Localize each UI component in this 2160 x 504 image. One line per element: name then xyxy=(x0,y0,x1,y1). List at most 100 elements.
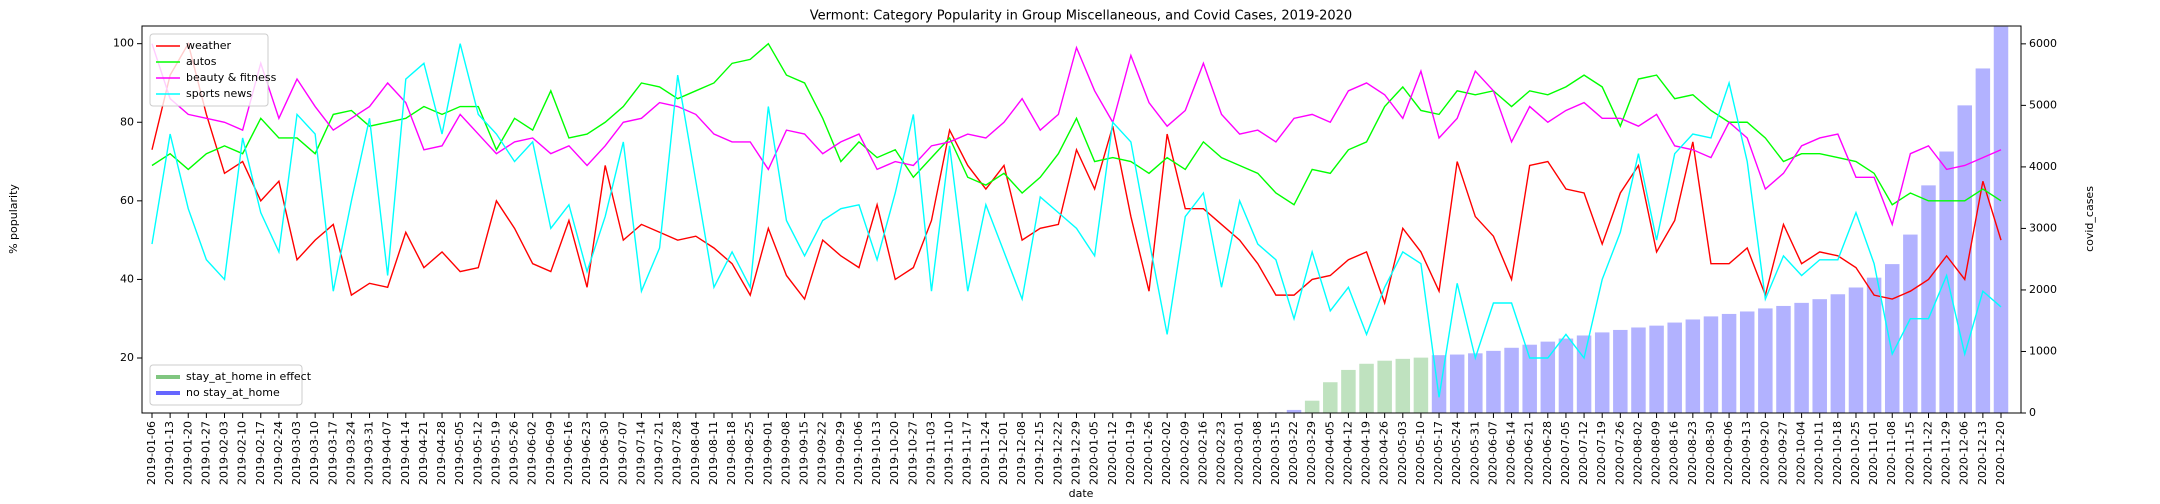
chart-title: Vermont: Category Popularity in Group Mi… xyxy=(810,9,1352,24)
x-tick-label: 2019-10-27 xyxy=(906,421,919,485)
x-tick-label: 2019-08-25 xyxy=(743,421,756,485)
x-tick-label: 2019-05-05 xyxy=(453,421,466,485)
legend-label: autos xyxy=(186,55,217,68)
x-tick-label: 2020-10-04 xyxy=(1795,421,1808,485)
x-tick-label: 2020-03-29 xyxy=(1305,421,1318,485)
x-tick-label: 2020-03-15 xyxy=(1269,421,1282,485)
bar xyxy=(1649,325,1664,413)
x-tick-label: 2019-07-07 xyxy=(616,421,629,485)
x-tick-label: 2020-08-09 xyxy=(1650,421,1663,485)
y-tick-label: 20 xyxy=(120,351,134,364)
x-tick-label: 2020-08-02 xyxy=(1631,421,1644,485)
x-tick-label: 2020-11-01 xyxy=(1867,421,1880,485)
x-tick-label: 2020-01-19 xyxy=(1124,421,1137,485)
x-tick-label: 2019-07-28 xyxy=(671,421,684,485)
bar xyxy=(1812,299,1827,413)
y2-tick-label: 5000 xyxy=(2029,98,2057,111)
x-tick-label: 2019-09-22 xyxy=(816,421,829,485)
bar xyxy=(1631,327,1646,413)
bar xyxy=(1323,382,1338,413)
x-tick-label: 2019-07-21 xyxy=(653,421,666,485)
x-tick-label: 2019-09-15 xyxy=(798,421,811,485)
bar xyxy=(1522,344,1537,413)
x-tick-label: 2020-03-01 xyxy=(1233,421,1246,485)
x-tick-label: 2020-02-09 xyxy=(1178,421,1191,485)
y2-tick-label: 6000 xyxy=(2029,37,2057,50)
bar xyxy=(1449,354,1465,413)
x-tick-label: 2019-11-24 xyxy=(979,421,992,485)
x-tick-label: 2020-11-29 xyxy=(1940,421,1953,485)
y2-tick-label: 1000 xyxy=(2029,344,2057,357)
bar xyxy=(1468,353,1483,413)
x-tick-label: 2019-05-19 xyxy=(489,421,502,485)
x-tick-label: 2019-08-04 xyxy=(689,421,702,485)
legend-box xyxy=(149,364,303,406)
x-tick-label: 2020-09-20 xyxy=(1758,421,1771,485)
x-tick-label: 2020-10-11 xyxy=(1813,421,1826,485)
bar xyxy=(1667,322,1682,413)
x-tick-label: 2020-08-30 xyxy=(1704,421,1717,485)
x-tick-label: 2019-03-17 xyxy=(326,421,339,485)
x-tick-label: 2019-12-29 xyxy=(1070,421,1083,485)
x-tick-label: 2020-07-12 xyxy=(1577,421,1590,485)
x-tick-label: 2020-06-07 xyxy=(1486,421,1499,485)
x-tick-label: 2020-04-12 xyxy=(1341,421,1354,485)
x-tick-label: 2020-04-19 xyxy=(1360,421,1373,485)
bar xyxy=(1540,341,1556,413)
x-tick-label: 2019-06-09 xyxy=(544,421,557,485)
x-tick-label: 2020-01-26 xyxy=(1142,421,1155,485)
bar xyxy=(1903,234,1918,413)
x-tick-label: 2019-03-31 xyxy=(363,421,376,485)
line-series xyxy=(151,43,2002,227)
x-tick-label: 2020-01-12 xyxy=(1106,421,1119,485)
x-tick-label: 2019-04-28 xyxy=(435,421,448,485)
x-axis-label: date xyxy=(1069,487,1094,500)
x-tick-label: 2020-05-03 xyxy=(1396,421,1409,485)
legend-label: weather xyxy=(186,39,232,52)
bar xyxy=(1703,316,1719,413)
x-tick-label: 2020-11-08 xyxy=(1885,421,1898,485)
x-tick-label: 2019-10-20 xyxy=(888,421,901,485)
x-tick-label: 2019-01-06 xyxy=(145,421,158,485)
y2-tick-label: 4000 xyxy=(2029,160,2057,173)
x-tick-label: 2019-05-26 xyxy=(508,421,521,485)
x-tick-label: 2020-09-27 xyxy=(1776,421,1789,485)
x-tick-label: 2019-01-13 xyxy=(163,421,176,485)
x-tick-label: 2020-09-13 xyxy=(1740,421,1753,485)
bar xyxy=(1359,363,1374,413)
bar xyxy=(1558,338,1574,413)
x-tick-label: 2020-05-24 xyxy=(1450,421,1463,485)
x-tick-label: 2019-02-24 xyxy=(272,421,285,485)
x-tick-label: 2019-08-18 xyxy=(725,421,738,485)
y-tick-label: 40 xyxy=(120,272,134,285)
bar xyxy=(1395,358,1411,413)
legend-label: stay_at_home in effect xyxy=(186,370,312,383)
bar xyxy=(1341,369,1356,413)
x-tick-label: 2019-01-27 xyxy=(199,421,212,485)
x-tick-label: 2019-03-10 xyxy=(308,421,321,485)
legend-label: sports news xyxy=(186,87,252,100)
x-tick-label: 2019-11-17 xyxy=(961,421,974,485)
x-tick-label: 2020-03-22 xyxy=(1287,421,1300,485)
x-tick-label: 2020-08-16 xyxy=(1668,421,1681,485)
x-tick-label: 2020-12-06 xyxy=(1958,421,1971,485)
x-tick-label: 2019-09-08 xyxy=(779,421,792,485)
x-tick-label: 2020-04-26 xyxy=(1378,421,1391,485)
x-tick-label: 2020-11-22 xyxy=(1921,421,1934,485)
bar xyxy=(1866,277,1882,413)
x-tick-label: 2020-10-25 xyxy=(1849,421,1862,485)
x-tick-label: 2019-08-11 xyxy=(707,421,720,485)
x-tick-label: 2019-03-03 xyxy=(290,421,303,485)
x-tick-label: 2019-10-13 xyxy=(870,421,883,485)
bar xyxy=(1848,287,1864,413)
x-tick-label: 2019-04-21 xyxy=(417,421,430,485)
x-tick-label: 2019-12-01 xyxy=(997,421,1010,485)
x-tick-label: 2019-09-01 xyxy=(761,421,774,485)
x-tick-label: 2019-10-06 xyxy=(852,421,865,485)
line-series xyxy=(151,43,2002,398)
x-tick-label: 2020-12-20 xyxy=(1994,421,2007,485)
bar xyxy=(1685,319,1701,413)
x-tick-label: 2019-03-24 xyxy=(344,421,357,485)
line-series xyxy=(151,42,2002,206)
x-tick-label: 2020-11-15 xyxy=(1903,421,1916,485)
